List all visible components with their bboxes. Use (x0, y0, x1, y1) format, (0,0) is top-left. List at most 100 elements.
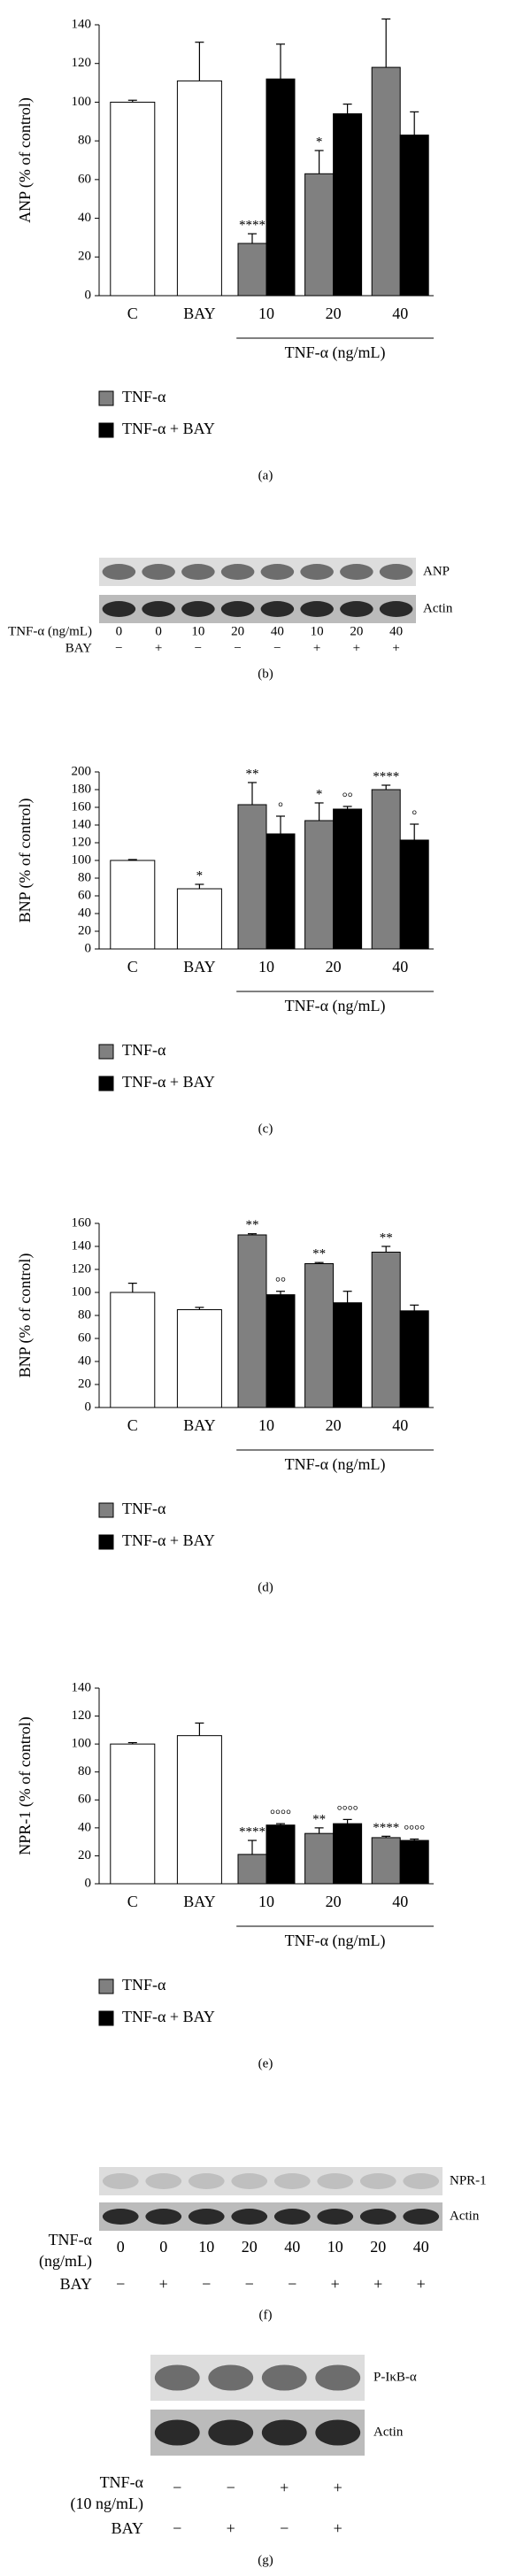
y-tick-label: 60 (78, 1330, 91, 1345)
y-tick-label: 20 (78, 1848, 91, 1863)
blot-band (181, 601, 215, 617)
legend-swatch (98, 1978, 114, 1994)
blot-band (188, 2209, 225, 2225)
bar (333, 808, 363, 950)
row-value: − (227, 2479, 235, 2496)
blot-strip (99, 2167, 442, 2195)
row-value: − (273, 641, 281, 655)
blot-band (379, 601, 413, 617)
y-tick-label: 40 (78, 906, 91, 920)
bar (371, 1252, 401, 1408)
error-bar (381, 784, 391, 790)
panel-label: (e) (258, 2056, 273, 2071)
error-bar (342, 1291, 352, 1303)
blot-band (208, 2419, 254, 2446)
row-value: 0 (155, 624, 162, 638)
significance-label: ** (312, 1812, 326, 1826)
row-value: + (373, 2275, 382, 2293)
legend-swatch (98, 1502, 114, 1518)
bar (266, 78, 296, 297)
y-axis-label: BNP (% of control) (16, 798, 35, 923)
row-value: 20 (242, 2238, 258, 2256)
significance-label: **** (239, 1825, 266, 1839)
blot-band (145, 2173, 182, 2189)
error-bar (342, 1818, 352, 1824)
bar (371, 66, 401, 297)
row-label: BAY (60, 2275, 92, 2293)
y-tick-label: 140 (72, 1680, 92, 1694)
bar (399, 839, 429, 950)
blot-band (231, 2209, 268, 2225)
error-bar (127, 1282, 137, 1292)
blot-band (142, 601, 175, 617)
y-tick-label: 0 (85, 941, 92, 955)
row-label: BAY (65, 641, 92, 655)
x-axis-label: TNF-α (ng/mL) (285, 343, 386, 362)
bar (399, 135, 429, 297)
bar (304, 1832, 335, 1885)
row-value: − (245, 2275, 254, 2293)
y-tick-label: 0 (85, 288, 92, 302)
bar (176, 1309, 222, 1408)
bar (333, 1823, 363, 1885)
row-value: + (280, 2479, 289, 2496)
row-value: 10 (198, 2238, 214, 2256)
x-tick-label: 40 (392, 1893, 408, 1910)
x-tick-label: C (127, 1893, 138, 1910)
blot-band (181, 564, 215, 580)
error-bar (276, 815, 285, 834)
y-tick-label: 80 (78, 1764, 91, 1778)
error-bar (195, 1307, 204, 1310)
blot-band (261, 2364, 307, 2391)
panel-label: (g) (258, 2553, 273, 2567)
error-bar (248, 782, 257, 805)
error-bar (127, 1741, 137, 1745)
blot-band (403, 2209, 440, 2225)
error-bar (410, 823, 419, 840)
y-axis-label: NPR-1 (% of control) (16, 1716, 35, 1855)
x-axis-label: TNF-α (ng/mL) (285, 1932, 386, 1950)
error-bar (410, 111, 419, 135)
error-bar (314, 1261, 324, 1264)
x-tick-label: 20 (326, 1893, 342, 1910)
blot-band (188, 2173, 225, 2189)
significance-label: **** (239, 218, 266, 232)
row-label: TNF-α (100, 2473, 144, 2491)
error-bar (342, 806, 352, 809)
row-value: + (334, 2519, 342, 2537)
legend-swatch (98, 1076, 114, 1091)
y-tick-label: 20 (78, 250, 91, 264)
blot-band (403, 2173, 440, 2189)
row-value: 20 (370, 2238, 386, 2256)
error-bar (381, 18, 391, 68)
blot-band (261, 2419, 307, 2446)
significance-label: °°°° (270, 1809, 291, 1823)
significance-label: ** (312, 1247, 326, 1261)
blot-band (317, 2209, 354, 2225)
significance-label: **** (373, 1821, 399, 1835)
row-label: BAY (112, 2519, 143, 2537)
significance-label: ** (246, 1218, 259, 1232)
blot-band (260, 564, 295, 580)
x-tick-label: 20 (326, 305, 342, 322)
error-bar (276, 1823, 285, 1825)
row-value: 10 (191, 624, 204, 638)
blot-band (359, 2173, 396, 2189)
bar (176, 80, 222, 297)
bar (110, 1292, 156, 1408)
band-label: P-IκB-α (373, 2370, 417, 2384)
blot-band (379, 564, 413, 580)
row-value: 40 (413, 2238, 429, 2256)
legend-label: TNF-α (122, 1041, 166, 1059)
blot-band (260, 601, 295, 617)
legend-label: TNF-α + BAY (122, 1531, 215, 1549)
row-label: (ng/mL) (39, 2252, 92, 2271)
row-value: 0 (117, 2238, 125, 2256)
error-bar (276, 43, 285, 80)
legend-label: TNF-α + BAY (122, 2008, 215, 2025)
x-tick-label: 10 (258, 958, 274, 976)
significance-label: * (196, 868, 204, 883)
blot-band (231, 2173, 268, 2189)
y-axis-label: ANP (% of control) (16, 97, 35, 223)
